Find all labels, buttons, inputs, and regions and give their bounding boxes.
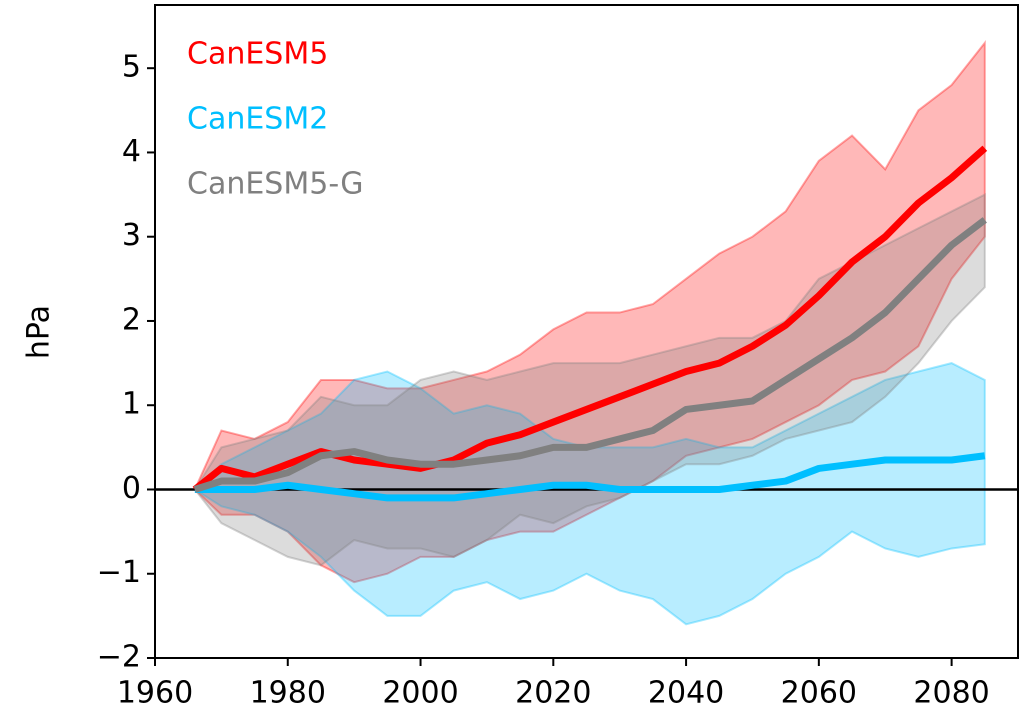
x-tick-label: 1960 <box>117 676 193 711</box>
series-line <box>194 452 986 502</box>
legend-label: CanESM5-G <box>187 167 363 202</box>
range-band <box>193 362 986 626</box>
x-tick-label: 2080 <box>913 676 989 711</box>
series-line <box>192 145 988 493</box>
y-tick-label: 4 <box>122 134 141 169</box>
y-tick-label: 3 <box>122 218 141 253</box>
y-tick-label: 0 <box>122 471 141 506</box>
axis-frame <box>154 4 1019 659</box>
x-tick-label: 2000 <box>382 676 458 711</box>
x-tick-label: 2040 <box>648 676 724 711</box>
y-tick-label: 1 <box>122 387 141 422</box>
legend-label: CanESM5 <box>187 37 328 72</box>
y-tick-label: −1 <box>97 555 141 590</box>
x-tick-label: 2060 <box>781 676 857 711</box>
x-tick-label: 2020 <box>515 676 591 711</box>
x-tick-label: 1980 <box>250 676 326 711</box>
series-line <box>193 217 987 493</box>
legend-label: CanESM2 <box>187 102 328 137</box>
y-tick-label: 5 <box>122 50 141 85</box>
range-band <box>193 40 986 584</box>
y-tick-label: 2 <box>122 302 141 337</box>
range-band <box>193 192 986 567</box>
y-axis-label: hPa <box>22 305 57 359</box>
y-tick-label: −2 <box>97 640 141 675</box>
